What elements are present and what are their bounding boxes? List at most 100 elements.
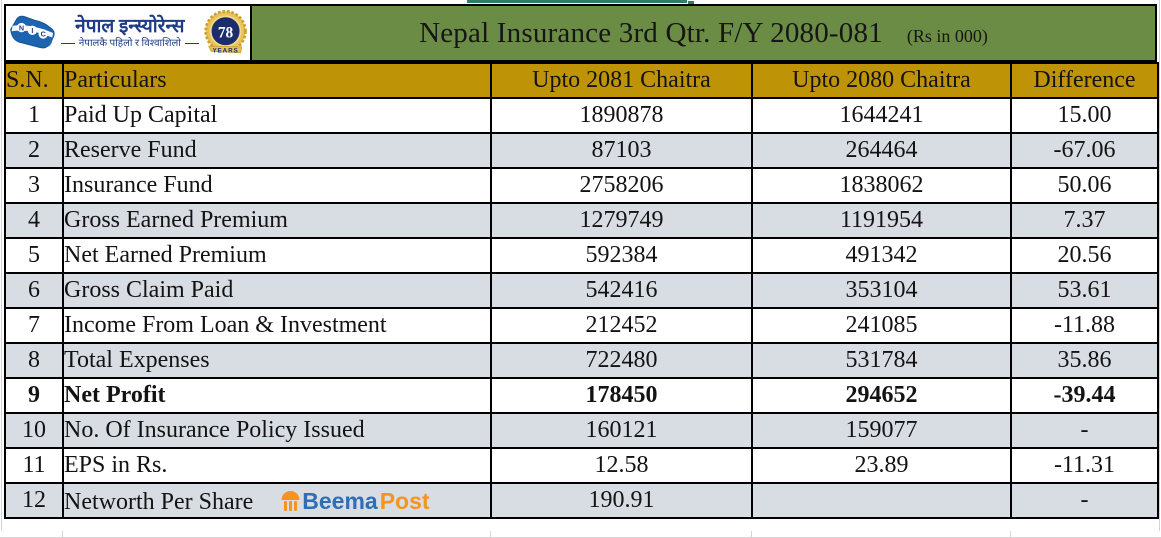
table-row: 2 Reserve Fund 87103 264464 -67.06 xyxy=(4,132,1159,169)
particulars-cell: Net Profit xyxy=(62,377,492,414)
difference-cell: -39.44 xyxy=(1010,377,1159,414)
value-upto-2081-cell: 1890878 xyxy=(490,97,753,134)
particulars-text: EPS in Rs. xyxy=(64,452,168,478)
margin-gridline-left xyxy=(1,0,2,538)
particulars-text: Reserve Fund xyxy=(64,137,197,163)
sn-cell: 4 xyxy=(4,202,64,239)
value-upto-2080-cell xyxy=(751,482,1012,519)
report-title: Nepal Insurance 3rd Qtr. F/Y 2080-081 xyxy=(419,16,883,49)
difference-cell: -67.06 xyxy=(1010,132,1159,169)
table-row: 6 Gross Claim Paid 542416 353104 53.61 xyxy=(4,272,1159,309)
value-upto-2080-cell: 241085 xyxy=(751,307,1012,344)
particulars-cell: Income From Loan & Investment xyxy=(62,307,492,344)
svg-text:N: N xyxy=(19,23,24,32)
tagline-rule-right xyxy=(184,43,199,45)
nic-map-emblem-icon: N I C xyxy=(10,15,55,49)
value-upto-2081-cell: 2758206 xyxy=(490,167,753,204)
svg-text:I: I xyxy=(31,26,33,35)
table-row: 1 Paid Up Capital 1890878 1644241 15.00 xyxy=(4,97,1159,134)
value-upto-2080-cell: 491342 xyxy=(751,237,1012,274)
sn-cell: 1 xyxy=(4,97,64,134)
header-band: N I C नेपाल इन्स्योरेन्स नेपालकै पहिलो र… xyxy=(4,4,1157,62)
particulars-text: Paid Up Capital xyxy=(64,102,218,128)
column-header-difference: Difference xyxy=(1010,62,1159,99)
column-header-upto-2081: Upto 2081 Chaitra xyxy=(490,62,753,99)
sn-cell: 8 xyxy=(4,342,64,379)
table-row: 5 Net Earned Premium 592384 491342 20.56 xyxy=(4,237,1159,274)
beemapost-text-post: Post xyxy=(379,488,430,514)
particulars-text: Income From Loan & Investment xyxy=(64,312,387,338)
beemapost-umbrella-icon xyxy=(281,491,300,511)
value-upto-2080-cell: 1644241 xyxy=(751,97,1012,134)
margin-gridline-right xyxy=(1159,0,1160,538)
particulars-text: Net Earned Premium xyxy=(64,242,267,268)
company-logo-area: N I C नेपाल इन्स्योरेन्स नेपालकै पहिलो र… xyxy=(6,6,252,60)
svg-text:78: 78 xyxy=(218,25,234,42)
value-upto-2081-cell: 592384 xyxy=(490,237,753,274)
value-upto-2081-cell: 190.91 xyxy=(490,482,753,519)
column-header-sn: S.N. xyxy=(4,62,64,99)
beemapost-logo: Beema Post xyxy=(281,488,430,515)
company-tagline-text: नेपालकै पहिलो र विश्वाशिलो xyxy=(78,37,181,49)
bottom-gridline-2 xyxy=(490,531,491,538)
particulars-cell: Gross Earned Premium xyxy=(62,202,492,239)
value-upto-2080-cell: 1191954 xyxy=(751,202,1012,239)
particulars-cell: EPS in Rs. xyxy=(62,447,492,484)
particulars-cell: Gross Claim Paid xyxy=(62,272,492,309)
particulars-cell: Networth Per Share Beema Post xyxy=(62,482,492,519)
value-upto-2080-cell: 264464 xyxy=(751,132,1012,169)
value-upto-2081-cell: 178450 xyxy=(490,377,753,414)
sn-cell: 12 xyxy=(4,482,64,519)
content-frame: N I C नेपाल इन्स्योरेन्स नेपालकै पहिलो र… xyxy=(4,4,1159,519)
difference-cell: - xyxy=(1010,412,1159,449)
bottom-gridline-1 xyxy=(62,531,63,538)
table-row: 8 Total Expenses 722480 531784 35.86 xyxy=(4,342,1159,379)
difference-cell: 50.06 xyxy=(1010,167,1159,204)
difference-cell: -11.88 xyxy=(1010,307,1159,344)
svg-text:YEARS: YEARS xyxy=(212,47,238,54)
value-upto-2080-cell: 23.89 xyxy=(751,447,1012,484)
particulars-text: Gross Earned Premium xyxy=(64,207,288,233)
column-header-upto-2080: Upto 2080 Chaitra xyxy=(751,62,1012,99)
value-upto-2080-cell: 159077 xyxy=(751,412,1012,449)
particulars-text: Total Expenses xyxy=(64,347,210,373)
title-bar: Nepal Insurance 3rd Qtr. F/Y 2080-081 (R… xyxy=(252,6,1155,60)
tagline-rule-left xyxy=(60,43,75,45)
value-upto-2080-cell: 353104 xyxy=(751,272,1012,309)
particulars-text: No. Of Insurance Policy Issued xyxy=(64,417,365,443)
sn-cell: 3 xyxy=(4,167,64,204)
table-row: 3 Insurance Fund 2758206 1838062 50.06 xyxy=(4,167,1159,204)
value-upto-2080-cell: 1838062 xyxy=(751,167,1012,204)
sn-cell: 2 xyxy=(4,132,64,169)
value-upto-2081-cell: 160121 xyxy=(490,412,753,449)
value-upto-2080-cell: 531784 xyxy=(751,342,1012,379)
sn-cell: 7 xyxy=(4,307,64,344)
value-upto-2081-cell: 212452 xyxy=(490,307,753,344)
particulars-cell: No. Of Insurance Policy Issued xyxy=(62,412,492,449)
table-header-row: S.N. Particulars Upto 2081 Chaitra Upto … xyxy=(4,62,1159,99)
difference-cell: 7.37 xyxy=(1010,202,1159,239)
sn-cell: 10 xyxy=(4,412,64,449)
value-upto-2081-cell: 722480 xyxy=(490,342,753,379)
anniversary-78-years-badge-icon: 78 YEARS xyxy=(204,9,247,54)
bottom-gridline-3 xyxy=(751,531,752,538)
difference-cell: - xyxy=(1010,482,1159,519)
particulars-cell: Net Earned Premium xyxy=(62,237,492,274)
table-body: 1 Paid Up Capital 1890878 1644241 15.00 … xyxy=(4,97,1159,519)
bottom-gridline-4 xyxy=(1010,531,1011,538)
sn-cell: 6 xyxy=(4,272,64,309)
particulars-cell: Reserve Fund xyxy=(62,132,492,169)
particulars-cell: Paid Up Capital xyxy=(62,97,492,134)
table-row: 11 EPS in Rs. 12.58 23.89 -11.31 xyxy=(4,447,1159,484)
table-row: 12 Networth Per Share Beema Post 190.91 - xyxy=(4,482,1159,519)
column-header-particulars: Particulars xyxy=(62,62,492,99)
particulars-text: Networth Per Share xyxy=(64,489,254,515)
table-row: 9 Net Profit 178450 294652 -39.44 xyxy=(4,377,1159,414)
difference-cell: 15.00 xyxy=(1010,97,1159,134)
particulars-text: Insurance Fund xyxy=(64,172,213,198)
difference-cell: 35.86 xyxy=(1010,342,1159,379)
company-tagline: नेपालकै पहिलो र विश्वाशिलो xyxy=(60,37,199,50)
value-upto-2081-cell: 1279749 xyxy=(490,202,753,239)
difference-cell: -11.31 xyxy=(1010,447,1159,484)
